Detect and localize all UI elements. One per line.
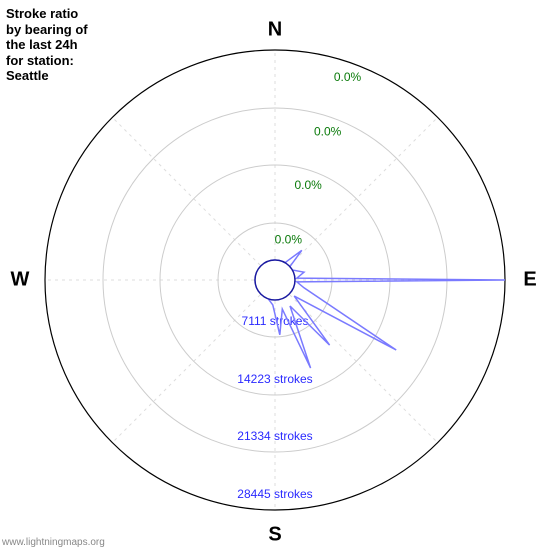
- cardinal-N: N: [268, 18, 282, 40]
- ring-label-percent: 0.0%: [275, 232, 303, 246]
- center-hub: [255, 260, 295, 300]
- ring-label-percent: 0.0%: [314, 124, 342, 138]
- ring-label-percent: 0.0%: [334, 70, 362, 84]
- ring-label-strokes: 21334 strokes: [237, 429, 312, 443]
- ring-label-percent: 0.0%: [294, 178, 322, 192]
- cardinal-S: S: [268, 523, 281, 545]
- rose-polygon: [255, 250, 505, 368]
- cardinal-W: W: [11, 268, 30, 290]
- polar-chart: 0.0%0.0%0.0%0.0%7111 strokes14223 stroke…: [0, 0, 550, 550]
- ring-label-strokes: 28445 strokes: [237, 487, 312, 501]
- ring-label-strokes: 14223 strokes: [237, 372, 312, 386]
- cardinal-E: E: [523, 268, 536, 290]
